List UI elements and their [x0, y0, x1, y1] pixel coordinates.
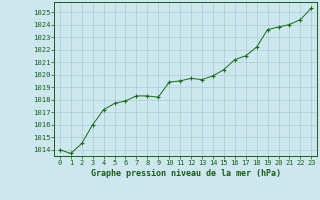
X-axis label: Graphe pression niveau de la mer (hPa): Graphe pression niveau de la mer (hPa) [91, 169, 281, 178]
